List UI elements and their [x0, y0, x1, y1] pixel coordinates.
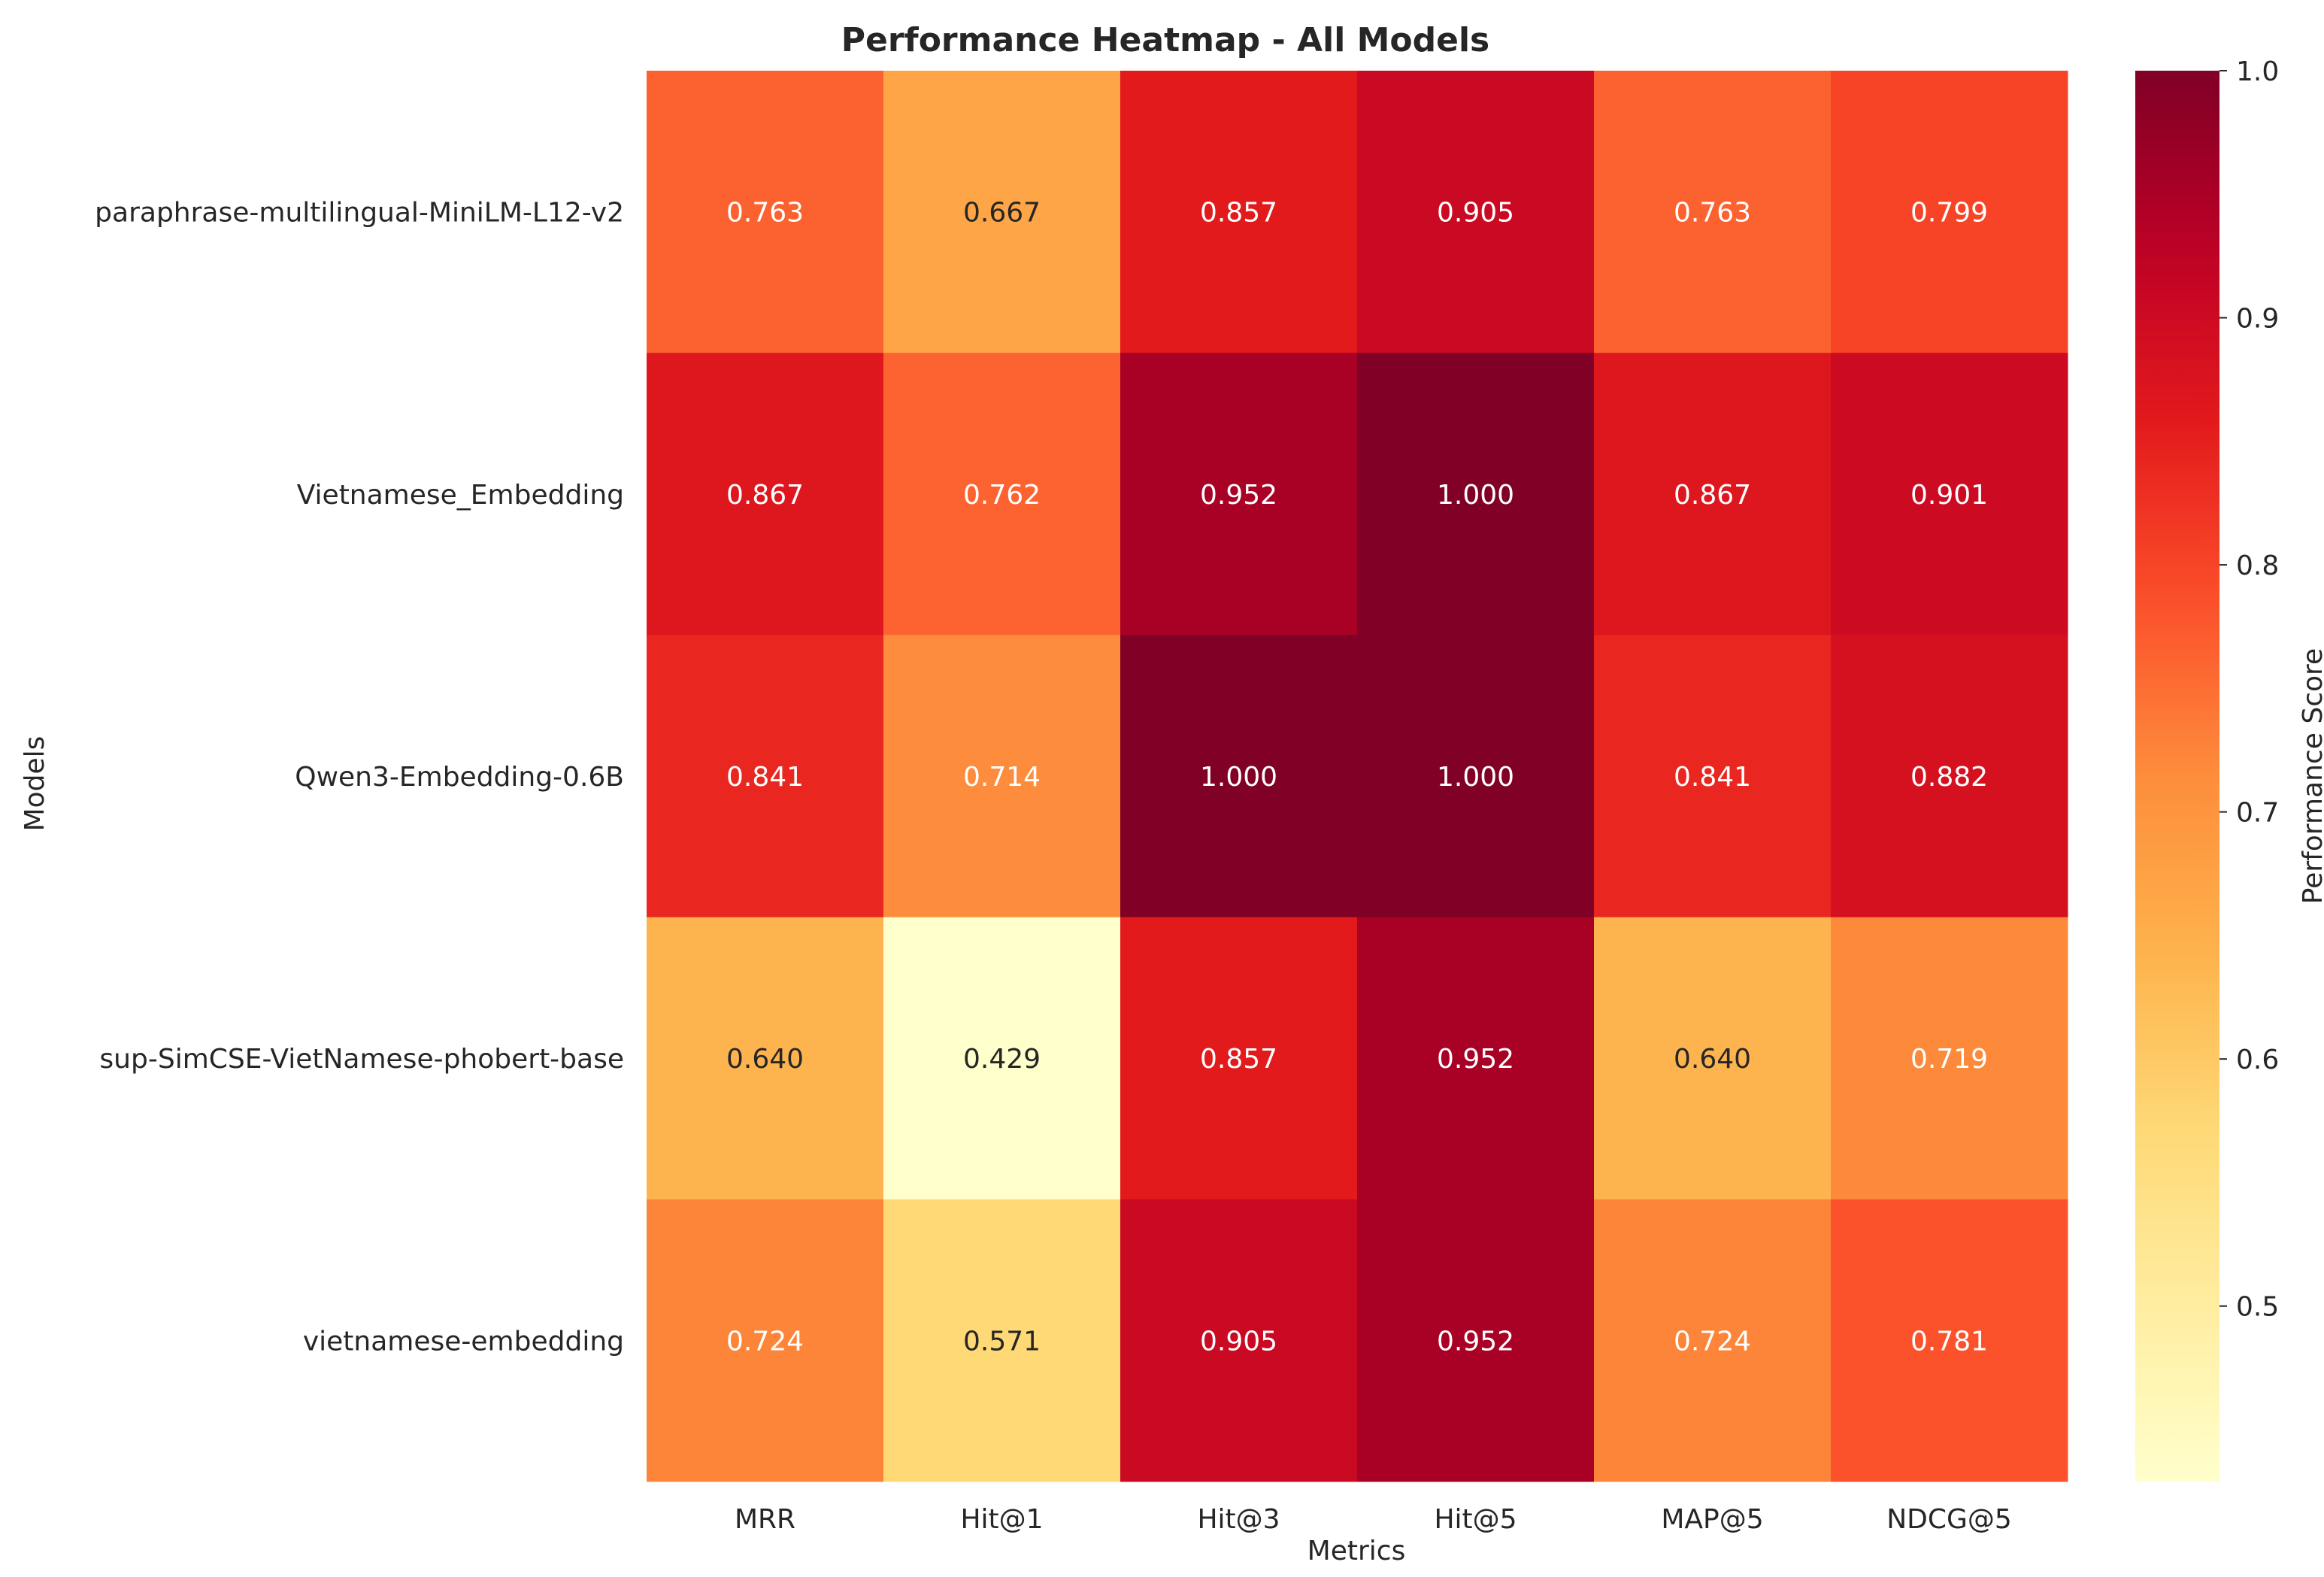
y-tick-label: Qwen3-Embedding-0.6B: [295, 762, 624, 793]
x-tick-label: NDCG@5: [1886, 1504, 2012, 1535]
heatmap-cell: [1357, 1199, 1595, 1482]
colorbar-tick-label: 0.5: [2236, 1292, 2279, 1323]
cell-value-label: 0.882: [1910, 762, 1988, 793]
colorbar-label: Performance Score: [2298, 648, 2324, 904]
heatmap-cell: [647, 353, 884, 635]
cell-value-label: 0.901: [1910, 480, 1988, 511]
cell-value-label: 0.640: [1674, 1044, 1751, 1075]
heatmap-cells: 0.763 0.667 0.857 0.905 0.763 0.799 0.867 0.762…: [647, 71, 2068, 1482]
heatmap-cell: [1594, 71, 1832, 353]
heatmap-cell: [1594, 635, 1832, 918]
cell-value-label: 0.841: [726, 762, 804, 793]
cell-value-label: 0.857: [1200, 1044, 1277, 1075]
heatmap-cell: [647, 635, 884, 918]
colorbar-ticks: 0.5 0.6 0.7 0.8 0.9 1.0: [2219, 56, 2279, 1323]
cell-value-label: 1.000: [1200, 762, 1277, 793]
cell-value-label: 1.000: [1437, 762, 1514, 793]
heatmap-cell: [1831, 353, 2068, 635]
heatmap-cell: [1831, 1199, 2068, 1482]
heatmap-cell: [1357, 71, 1595, 353]
heatmap-cell: [1357, 635, 1595, 918]
cell-value-label: 0.763: [726, 198, 804, 229]
colorbar-tick-label: 0.7: [2236, 798, 2279, 829]
y-axis-label: Models: [20, 736, 50, 832]
heatmap-cell: [883, 353, 1121, 635]
heatmap-cell: [1120, 917, 1358, 1200]
cell-value-label: 0.867: [726, 480, 804, 511]
heatmap-cell: [1357, 917, 1595, 1200]
heatmap-cell: [647, 71, 884, 353]
heatmap-cell: [1594, 917, 1832, 1200]
heatmap-cell: [1120, 353, 1358, 635]
cell-value-label: 0.762: [963, 480, 1041, 511]
heatmap-cell: [883, 71, 1121, 353]
heatmap-cell: [1594, 1199, 1832, 1482]
cell-value-label: 0.905: [1437, 198, 1514, 229]
colorbar-tick-label: 0.8: [2236, 550, 2279, 581]
colorbar-tick-label: 0.9: [2236, 304, 2279, 335]
cell-value-label: 0.799: [1910, 198, 1988, 229]
cell-value-label: 1.000: [1437, 480, 1514, 511]
cell-value-label: 0.905: [1200, 1326, 1277, 1357]
colorbar: [2135, 71, 2219, 1481]
x-tick-label: Hit@3: [1197, 1504, 1280, 1535]
cell-value-label: 0.719: [1910, 1044, 1988, 1075]
heatmap-cell: [883, 1199, 1121, 1482]
cell-value-label: 0.841: [1674, 762, 1751, 793]
heatmap-cell: [1120, 71, 1358, 353]
cell-value-label: 0.952: [1437, 1326, 1514, 1357]
x-tick-labels: MRR Hit@1 Hit@3 Hit@5 MAP@5 NDCG@5: [735, 1504, 2012, 1535]
colorbar-tick-label: 1.0: [2236, 56, 2279, 87]
heatmap-cell: [647, 917, 884, 1200]
heatmap-cell: [647, 1199, 884, 1482]
cell-value-label: 0.867: [1674, 480, 1751, 511]
cell-value-label: 0.952: [1200, 480, 1277, 511]
x-tick-label: Hit@1: [960, 1504, 1043, 1535]
heatmap-cell: [1120, 1199, 1358, 1482]
cell-value-label: 0.667: [963, 198, 1041, 229]
x-tick-label: MAP@5: [1661, 1504, 1763, 1535]
colorbar-tick-label: 0.6: [2236, 1045, 2279, 1075]
y-tick-labels: paraphrase-multilingual-MiniLM-L12-v2 Vie…: [95, 198, 624, 1357]
cell-value-label: 0.857: [1200, 198, 1277, 229]
y-tick-label: sup-SimCSE-VietNamese-phobert-base: [99, 1044, 624, 1075]
cell-value-label: 0.781: [1910, 1326, 1988, 1357]
cell-value-label: 0.724: [1674, 1326, 1751, 1357]
y-tick-label: Vietnamese_Embedding: [297, 480, 624, 511]
cell-value-label: 0.952: [1437, 1044, 1514, 1075]
y-tick-label: paraphrase-multilingual-MiniLM-L12-v2: [95, 198, 624, 229]
x-axis-label: Metrics: [1307, 1536, 1406, 1566]
cell-value-label: 0.429: [963, 1044, 1041, 1075]
heatmap-cell: [1831, 917, 2068, 1200]
cell-value-label: 0.571: [963, 1326, 1041, 1357]
cell-value-label: 0.640: [726, 1044, 804, 1075]
heatmap-cell: [1120, 635, 1358, 918]
heatmap-cell: [1594, 353, 1832, 635]
heatmap-cell: [883, 635, 1121, 918]
heatmap-cell: [883, 917, 1121, 1200]
chart-title: Performance Heatmap - All Models: [841, 21, 1489, 59]
x-tick-label: MRR: [735, 1504, 795, 1535]
heatmap-cell: [1357, 353, 1595, 635]
y-tick-label: vietnamese-embedding: [303, 1326, 624, 1357]
heatmap-cell: [1831, 71, 2068, 353]
cell-value-label: 0.763: [1674, 198, 1751, 229]
cell-value-label: 0.714: [963, 762, 1041, 793]
x-tick-label: Hit@5: [1434, 1504, 1517, 1535]
cell-value-label: 0.724: [726, 1326, 804, 1357]
heatmap-cell: [1831, 635, 2068, 918]
